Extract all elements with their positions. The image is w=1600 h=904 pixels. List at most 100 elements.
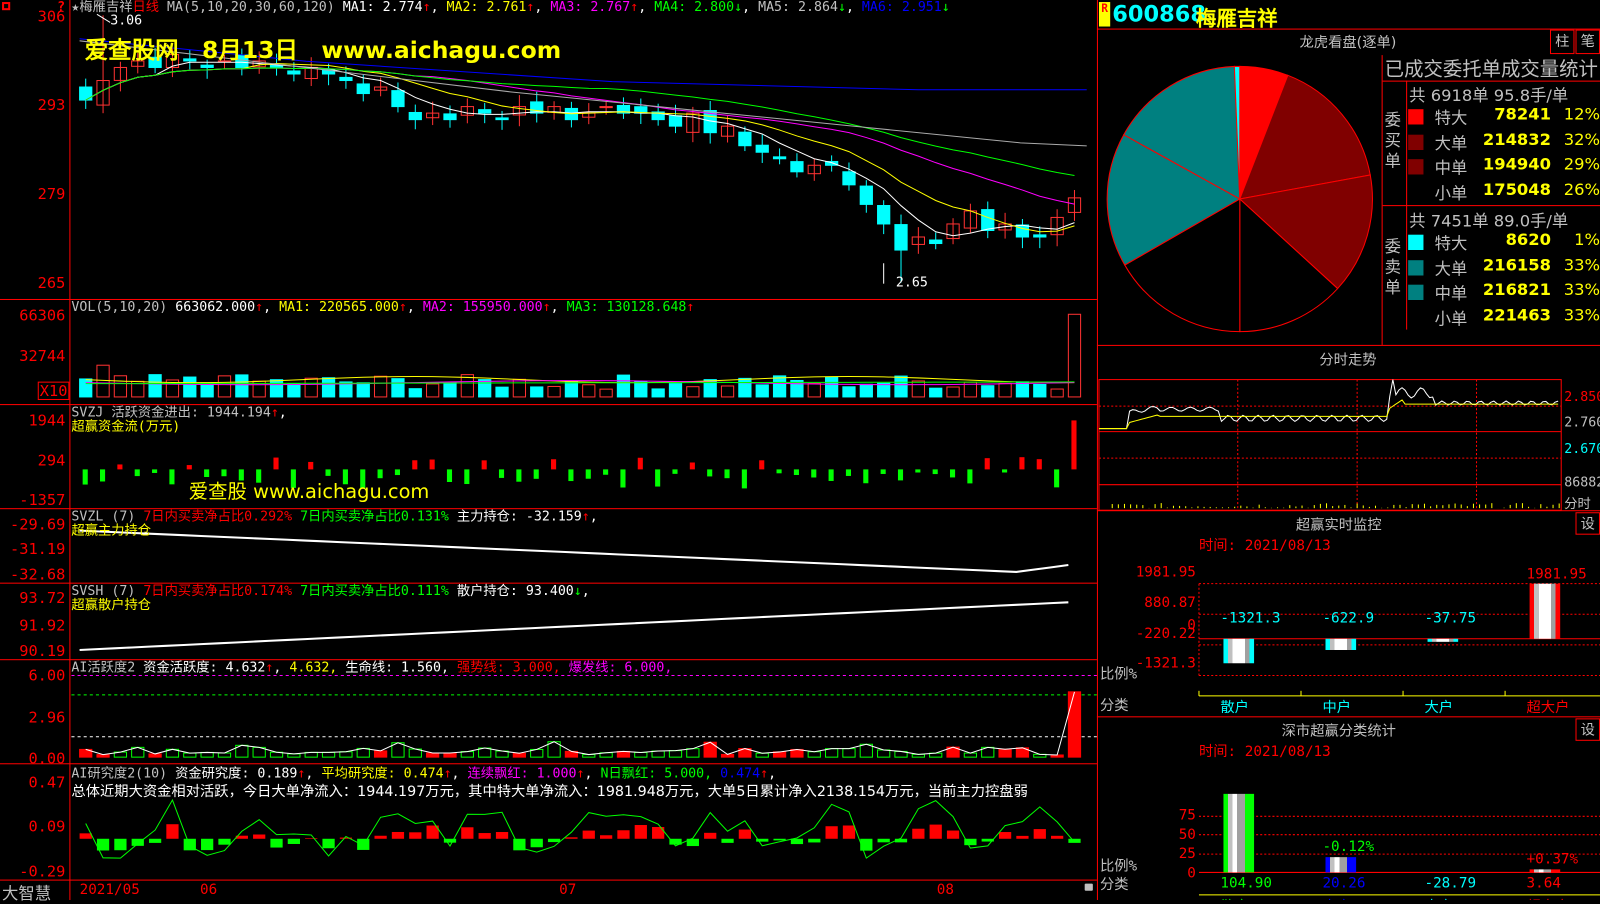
pie-slice	[1123, 65, 1241, 200]
category-label: 分类	[1099, 876, 1129, 893]
legend-item: ↑	[630, 0, 639, 16]
ma-line	[85, 67, 1075, 205]
volume-bar	[1050, 388, 1064, 398]
fund-flow-bar	[464, 469, 470, 485]
y-tick: 91.92	[19, 616, 66, 635]
svsh-legend: SVSH (7) 7日内买卖净占比0.174% 7日内买卖净占比0.111% 散…	[71, 584, 589, 599]
activity-bar	[339, 751, 353, 758]
legend-item: ,	[534, 0, 551, 16]
table-divider	[1382, 205, 1600, 207]
fund-flow-bar	[1002, 469, 1008, 473]
candle	[131, 60, 145, 67]
candle	[321, 68, 336, 75]
volume-bar	[96, 364, 110, 398]
ma-line	[85, 63, 1075, 233]
intraday-volume-tick: 86882	[1564, 475, 1600, 491]
volume-bar	[582, 384, 596, 398]
fund-flow-bar	[221, 469, 227, 477]
volume-bar	[269, 379, 284, 398]
pane-divider	[0, 659, 1097, 661]
research-bar	[148, 838, 162, 843]
y-tick: 0.47	[28, 773, 66, 792]
volume-bar	[391, 378, 405, 398]
stats-value: 104.90	[1220, 875, 1273, 892]
research-bar	[357, 838, 370, 850]
y-tick: -0.29	[19, 862, 66, 881]
monitor-settings-button[interactable]: 设	[1575, 512, 1600, 535]
y-tick: 32744	[19, 346, 66, 366]
candle	[720, 125, 735, 137]
table-divider	[1381, 55, 1383, 345]
volume-bar	[599, 388, 613, 398]
row-percent: 32%	[1563, 129, 1600, 149]
panel-divider	[1096, 510, 1600, 512]
stock-code[interactable]: 600868	[1112, 2, 1206, 28]
activity-bar	[183, 752, 197, 758]
activity-bar	[963, 752, 978, 758]
tick-mode-button[interactable]: 笔	[1575, 29, 1600, 55]
activity-bar	[321, 751, 336, 758]
intraday-price-tick: 2.760	[1564, 415, 1600, 431]
candle	[1067, 197, 1082, 213]
research-bar	[131, 838, 144, 846]
fund-flow-bar	[897, 469, 904, 481]
legend-item: 7日内买卖净占比0.111%	[292, 583, 449, 599]
research-bar	[114, 838, 127, 851]
fund-flow-bar	[481, 460, 487, 470]
table-divider	[1382, 80, 1600, 82]
ma60-line	[79, 40, 1087, 147]
fund-flow-bar	[325, 469, 331, 476]
legend-item: 散户持仓: 93.400	[448, 583, 574, 599]
legend-item: ,	[305, 766, 322, 782]
activity-bar	[217, 752, 232, 758]
legend-item: ↑	[265, 660, 274, 676]
fund-flow-bar	[655, 469, 661, 487]
y-tick: 0.00	[28, 748, 66, 768]
volume-bar	[911, 380, 925, 398]
research-bar	[409, 832, 422, 839]
candle	[894, 224, 908, 251]
candle	[929, 239, 943, 245]
main-legend: ★梅雁吉祥日线 MA(5,10,20,30,60,120) MA1: 2.774…	[71, 0, 949, 15]
volume-bar	[790, 379, 804, 398]
candle	[460, 106, 474, 116]
candle	[842, 171, 856, 186]
fund-flow-bar	[99, 469, 106, 482]
stats-settings-button[interactable]: 设	[1575, 718, 1600, 741]
fund-flow-bar	[568, 469, 574, 482]
bar-mode-button[interactable]: 柱	[1549, 29, 1575, 55]
candle	[877, 204, 891, 225]
row-value: 221463	[1482, 304, 1552, 324]
menu-icon[interactable]	[2, 2, 11, 11]
volume-bar	[1015, 381, 1030, 398]
legend-item: 7日内买卖净占比0.292%	[143, 509, 293, 525]
pie-slice	[1124, 198, 1241, 333]
volume-bar	[547, 385, 561, 398]
lock-icon[interactable]	[1084, 883, 1093, 891]
legend-item: ↑	[760, 766, 769, 782]
y-tick: 2.96	[28, 708, 66, 727]
fund-flow-bar	[238, 469, 244, 481]
high-marker	[96, 13, 111, 23]
row-percent: 33%	[1563, 254, 1600, 274]
color-swatch	[1408, 109, 1424, 125]
research-bar	[391, 831, 405, 839]
research-bar	[79, 833, 92, 839]
candle	[772, 156, 787, 160]
research-bar	[478, 833, 491, 839]
date-tick: 2021/05	[79, 881, 140, 898]
y-tick: 25	[1178, 845, 1196, 863]
legend-item: 0.474	[720, 766, 761, 782]
volume-bar	[217, 375, 232, 398]
research-bar	[565, 837, 578, 839]
intraday-price-tick: 2.850	[1564, 389, 1600, 406]
activity-bar	[686, 748, 700, 758]
help-icon[interactable]: ?	[57, 0, 66, 16]
category-label: 分类	[1099, 697, 1129, 715]
fund-flow-bar	[377, 469, 383, 479]
fund-flow-bar	[637, 457, 643, 470]
candle	[599, 106, 613, 109]
legend-item: MA1: 2.774	[342, 0, 423, 16]
y-tick: 90.19	[19, 641, 66, 661]
research-bar	[790, 838, 804, 845]
